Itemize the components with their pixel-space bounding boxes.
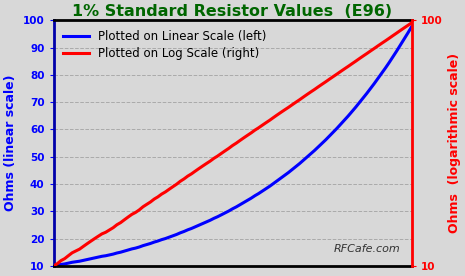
Plotted on Log Scale (right) [409, 21, 414, 25]
Plotted on Log Scale (right) [144, 203, 150, 206]
Plotted on Log Scale (right) [77, 248, 82, 251]
Line: Plotted on Log Scale (right): Plotted on Log Scale (right) [53, 23, 412, 266]
Plotted on Log Scale (right) [256, 126, 261, 129]
Y-axis label: Ohms  (logarithmic scale): Ohms (logarithmic scale) [448, 53, 461, 233]
Plotted on Linear Scale (left) [409, 25, 414, 28]
Plotted on Log Scale (right) [327, 78, 332, 81]
Line: Plotted on Linear Scale (left): Plotted on Linear Scale (left) [53, 27, 412, 266]
Plotted on Log Scale (right) [230, 144, 235, 147]
Plotted on Linear Scale (left) [62, 262, 67, 266]
Plotted on Log Scale (right) [51, 264, 56, 267]
Text: RFCafe.com: RFCafe.com [334, 243, 401, 254]
Plotted on Linear Scale (left) [256, 192, 261, 195]
Plotted on Linear Scale (left) [51, 264, 56, 267]
Plotted on Linear Scale (left) [230, 207, 235, 211]
Plotted on Linear Scale (left) [144, 243, 150, 246]
Legend: Plotted on Linear Scale (left), Plotted on Log Scale (right): Plotted on Linear Scale (left), Plotted … [60, 26, 270, 64]
Plotted on Log Scale (right) [62, 257, 67, 260]
Plotted on Linear Scale (left) [327, 134, 332, 138]
Title: 1% Standard Resistor Values  (E96): 1% Standard Resistor Values (E96) [73, 4, 392, 19]
Plotted on Linear Scale (left) [77, 259, 82, 263]
Y-axis label: Ohms (linear scale): Ohms (linear scale) [4, 75, 17, 211]
